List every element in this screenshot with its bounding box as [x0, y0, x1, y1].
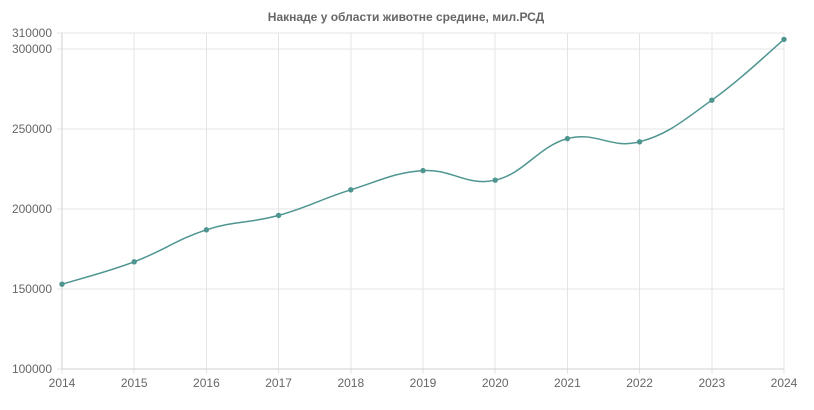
data-point[interactable] [348, 187, 354, 193]
data-point[interactable] [59, 281, 65, 287]
series-line [61, 38, 785, 285]
x-tick-label: 2023 [698, 376, 725, 390]
x-tick-label: 2015 [121, 376, 148, 390]
data-point[interactable] [420, 167, 426, 174]
data-point[interactable] [636, 139, 643, 145]
y-tick-label: 100000 [12, 362, 52, 376]
y-tick-label: 200000 [12, 202, 52, 216]
y-tick-label: 150000 [12, 282, 52, 296]
x-tick-label: 2017 [265, 376, 292, 390]
tick-labels: 2014 2015 2016 2017 2018 2019 2020 2021 2022 2023… [12, 26, 798, 390]
data-point[interactable] [564, 135, 571, 142]
grid [57, 32, 785, 374]
data-point[interactable] [492, 177, 498, 183]
data-point[interactable] [203, 227, 210, 233]
data-point[interactable] [131, 259, 137, 265]
x-tick-label: 2014 [49, 376, 76, 390]
chart-title: Накнаде у области животне средине, мил.Р… [268, 10, 545, 24]
x-tick-label: 2018 [337, 376, 364, 390]
x-tick-label: 2020 [482, 376, 509, 390]
x-tick-label: 2016 [193, 376, 220, 390]
data-point[interactable] [781, 36, 787, 43]
y-tick-label: 250000 [12, 122, 52, 136]
data-point[interactable] [275, 212, 282, 219]
x-tick-label: 2019 [410, 376, 437, 390]
x-tick-label: 2021 [554, 376, 581, 390]
x-tick-label: 2022 [626, 376, 653, 390]
x-tick-label: 2024 [771, 376, 798, 390]
data-point[interactable] [709, 97, 715, 103]
y-tick-label: 300000 [12, 42, 52, 56]
series [59, 36, 787, 287]
axes [61, 33, 784, 370]
y-tick-label: 310000 [12, 26, 52, 40]
